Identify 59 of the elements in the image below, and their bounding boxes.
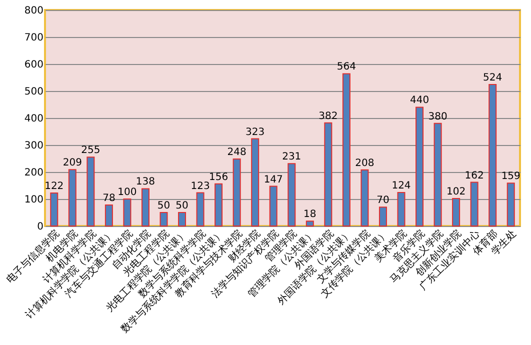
data-label: 231 xyxy=(282,152,302,163)
data-label: 380 xyxy=(428,111,448,122)
y-tick-label: 200 xyxy=(24,168,44,178)
bar xyxy=(50,192,58,226)
bar xyxy=(306,220,314,226)
y-tick-label: 400 xyxy=(24,114,44,124)
data-label: 382 xyxy=(318,110,338,122)
bar xyxy=(178,212,186,226)
bar xyxy=(104,204,113,226)
y-tick-label: 100 xyxy=(24,194,44,206)
bar xyxy=(434,122,442,226)
data-label: 255 xyxy=(81,145,100,156)
data-label: 18 xyxy=(304,209,316,220)
data-label: 156 xyxy=(209,172,228,183)
data-label: 78 xyxy=(102,192,116,204)
data-label: 209 xyxy=(62,158,82,169)
data-label: 124 xyxy=(392,180,411,192)
data-label: 50 xyxy=(157,200,170,212)
data-label: 100 xyxy=(118,187,137,198)
bar xyxy=(141,188,150,226)
data-label: 70 xyxy=(376,195,390,206)
bar xyxy=(342,73,350,226)
bar xyxy=(86,156,95,226)
data-label: 564 xyxy=(336,62,356,73)
data-label: 50 xyxy=(176,200,188,212)
bar xyxy=(378,206,387,226)
data-label: 524 xyxy=(483,72,502,84)
data-label: 102 xyxy=(446,186,466,198)
bar xyxy=(288,163,296,226)
bar xyxy=(452,198,460,226)
data-label: 440 xyxy=(410,95,430,106)
bar xyxy=(232,158,241,226)
bar xyxy=(416,106,424,226)
data-label: 123 xyxy=(190,180,210,192)
bar xyxy=(160,212,168,226)
y-tick-label: 800 xyxy=(24,6,44,16)
bar xyxy=(214,183,223,226)
bar xyxy=(251,138,260,226)
bar xyxy=(68,169,76,226)
bar xyxy=(360,169,369,226)
bar xyxy=(470,182,478,226)
bar xyxy=(488,84,497,226)
y-tick-label: 500 xyxy=(24,86,44,98)
bar xyxy=(506,182,515,226)
y-tick-label: 0 xyxy=(37,222,44,232)
y-tick-label: 300 xyxy=(24,140,44,152)
bar xyxy=(397,192,406,226)
data-label: 323 xyxy=(246,126,265,138)
bar xyxy=(324,122,332,226)
bar xyxy=(269,186,278,226)
y-tick-label: 600 xyxy=(24,60,44,70)
data-label: 162 xyxy=(464,170,484,182)
data-label: 138 xyxy=(136,176,156,188)
data-label: 147 xyxy=(264,174,283,186)
bar xyxy=(196,192,204,226)
data-label: 208 xyxy=(355,158,374,169)
data-label: 248 xyxy=(227,147,246,158)
bar xyxy=(123,198,132,226)
y-tick-label: 700 xyxy=(24,32,44,44)
